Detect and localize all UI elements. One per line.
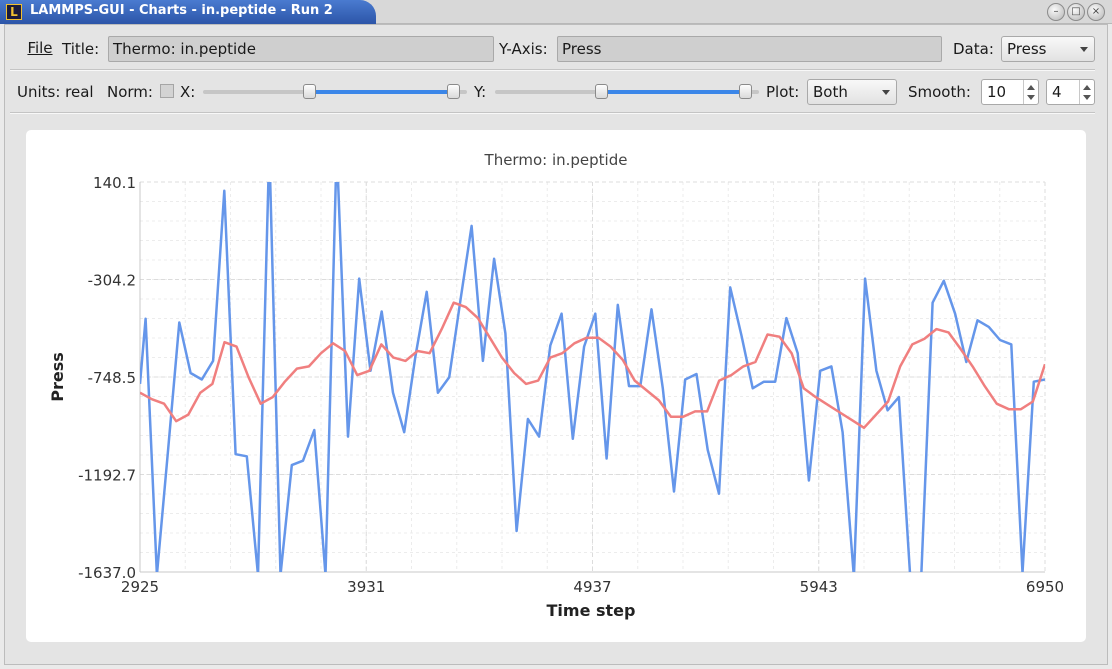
smooth-window-spinbox[interactable]: 10 (981, 79, 1039, 105)
y-range-label: Y: (474, 83, 487, 101)
x-range-label: X: (180, 83, 196, 101)
spinbox-separator (1023, 80, 1024, 104)
x-range-max-handle[interactable] (447, 84, 460, 99)
x-tick-label: 3931 (347, 578, 385, 596)
x-range-slider[interactable] (203, 84, 467, 99)
y-range-slider[interactable] (495, 84, 759, 99)
y-tick-label: -304.2 (88, 272, 136, 290)
chart-panel: 2925 3931 4937 5943 6950 140.1 -304.2 -748.5 -11… (26, 130, 1086, 642)
title-input[interactable]: Thermo: in.peptide (108, 36, 494, 62)
chart-title: Thermo: in.peptide (484, 151, 628, 169)
window-titlebar[interactable]: L LAMMPS-GUI - Charts - in.peptide - Run… (0, 0, 1112, 24)
smooth-label: Smooth: (908, 83, 971, 101)
x-tick-label: 4937 (573, 578, 611, 596)
x-range-min-handle[interactable] (303, 84, 316, 99)
controls-divider (10, 112, 1095, 114)
raw-series-line (140, 182, 1045, 572)
x-tick-label: 5943 (800, 578, 838, 596)
y-tick-label: -1192.7 (78, 467, 136, 485)
yaxis-label: Y-Axis: (499, 40, 548, 58)
spin-down-icon[interactable] (1027, 95, 1035, 100)
norm-checkbox[interactable] (160, 84, 174, 98)
smoothed-series-line (140, 301, 1045, 430)
chart-ticks: 2925 3931 4937 5943 6950 140.1 -304.2 -748.5 -11… (78, 174, 1064, 596)
spin-down-icon[interactable] (1083, 95, 1091, 100)
plot-label: Plot: (766, 83, 800, 101)
y-axis-label: Press (48, 352, 67, 402)
x-tick-label: 6950 (1026, 578, 1064, 596)
smooth-order-value: 4 (1052, 83, 1062, 101)
smooth-window-value: 10 (987, 83, 1007, 101)
data-select-value: Press (1007, 40, 1047, 58)
y-tick-label: -1637.0 (78, 564, 136, 582)
yaxis-input[interactable]: Press (557, 36, 942, 62)
smooth-order-spinbox[interactable]: 4 (1046, 79, 1095, 105)
y-range-fill (595, 90, 746, 94)
spin-up-icon[interactable] (1027, 85, 1035, 90)
units-label: Units: real (17, 83, 94, 101)
x-axis-label: Time step (547, 601, 636, 620)
lammps-logo-icon: L (6, 4, 22, 20)
chevron-down-icon (1080, 47, 1088, 52)
close-icon[interactable]: × (1087, 3, 1105, 21)
file-menu-label: File (27, 39, 53, 57)
minimize-icon[interactable]: – (1047, 3, 1065, 21)
spin-up-icon[interactable] (1083, 85, 1091, 90)
y-tick-label: 140.1 (93, 174, 136, 192)
chart-lines (140, 182, 1045, 572)
data-label: Data: (953, 40, 994, 58)
plot-select-value: Both (813, 83, 848, 101)
y-tick-label: -748.5 (88, 369, 136, 387)
y-range-max-handle[interactable] (739, 84, 752, 99)
y-range-min-handle[interactable] (595, 84, 608, 99)
window-title-tab: L LAMMPS-GUI - Charts - in.peptide - Run… (0, 0, 376, 24)
norm-label: Norm: (107, 83, 153, 101)
data-select[interactable]: Press (1001, 36, 1095, 62)
maximize-icon[interactable]: □ (1067, 3, 1085, 21)
x-range-fill (303, 90, 454, 94)
x-tick-label: 2925 (121, 578, 159, 596)
chevron-down-icon (882, 90, 890, 95)
toolbar-divider (10, 69, 1095, 71)
file-menu-button[interactable]: File (22, 37, 58, 61)
window-title: LAMMPS-GUI - Charts - in.peptide - Run 2 (30, 3, 333, 18)
pressure-chart[interactable]: 2925 3931 4937 5943 6950 140.1 -304.2 -748.5 -11… (26, 130, 1086, 642)
title-label: Title: (62, 40, 100, 58)
spinbox-separator (1079, 80, 1080, 104)
plot-select[interactable]: Both (807, 79, 897, 105)
